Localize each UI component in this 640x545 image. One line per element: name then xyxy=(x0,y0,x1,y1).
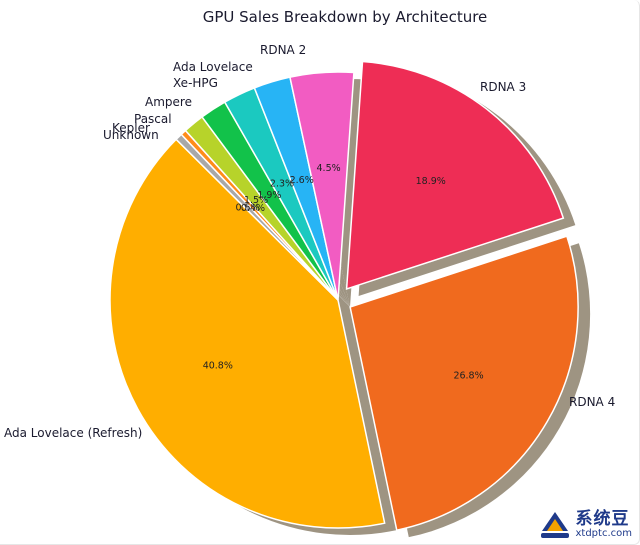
slice-pct-rdna-4: 26.8% xyxy=(453,371,483,382)
slice-pct-ampere: 1.9% xyxy=(257,190,281,201)
watermark-text: 系统豆 xyxy=(575,509,630,529)
label-layer: RDNA 3 RDNA 4 Ada Lovelace (Refresh) Unknow… xyxy=(4,43,615,440)
slice-label-pascal: Pascal xyxy=(134,112,172,126)
chart-title: GPU Sales Breakdown by Architecture xyxy=(203,8,488,26)
slice-rdna-2[interactable] xyxy=(289,71,355,301)
slice-rdna-4[interactable] xyxy=(349,235,579,532)
slice-rdna-3[interactable] xyxy=(345,60,565,291)
slice-label-ada-lovelace: Ada Lovelace xyxy=(173,60,253,74)
slice-label-xe-hpg: Xe-HPG xyxy=(173,76,218,90)
slice-label-rdna-4: RDNA 4 xyxy=(569,395,615,409)
slice-pct-xe-hpg: 2.3% xyxy=(270,178,294,189)
slice-pct-pascal: 1.5% xyxy=(244,195,268,206)
slice-label-rdna-3: RDNA 3 xyxy=(480,80,526,94)
slice-pct-ada-lovelace: 2.6% xyxy=(290,175,314,186)
slice-label-unknown: Unknown xyxy=(103,128,159,142)
slice-ada-lovelace-refresh[interactable] xyxy=(109,138,386,529)
slice-label-ampere: Ampere xyxy=(145,95,192,109)
slice-pct-rdna-2: 4.5% xyxy=(317,163,341,174)
watermark-logo-icon xyxy=(540,512,569,538)
watermark: 系统豆 xtdptc.com xyxy=(538,509,633,541)
slice-pct-kepler: 0.4% xyxy=(241,203,265,214)
pct-layer: 18.9% 26.8% 40.8% 0.5%0.4%1.5%1.9%2.3%2.6%4… xyxy=(203,163,484,381)
slice-pct-rdna-3: 18.9% xyxy=(416,176,446,187)
slice-label-rdna-2: RDNA 2 xyxy=(260,43,306,57)
slice-label-kepler: Kepler xyxy=(112,121,150,135)
slice-layer xyxy=(109,60,579,532)
watermark-url: xtdptc.com xyxy=(575,528,633,539)
slice-label-ada-lovelace-refresh: Ada Lovelace (Refresh) xyxy=(4,426,142,440)
slice-pct-ada-lovelace-refresh: 40.8% xyxy=(203,360,233,371)
slice-pct-unknown: 0.5% xyxy=(236,202,260,213)
